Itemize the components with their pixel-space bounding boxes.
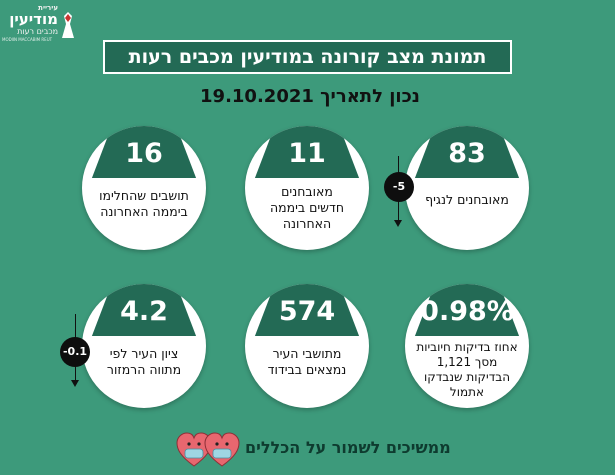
- date-line: נכון לתאריך 19.10.2021: [200, 86, 420, 107]
- stat-cap: [414, 126, 520, 178]
- logo-tiny-text: MODIIN MACCABIM REUT: [2, 37, 53, 42]
- logo-main-text: מודיעין: [9, 10, 58, 28]
- stat-cap: [91, 284, 197, 336]
- stat-label: אחוז בדיקות חיוביות מסך 1,121 הבדיקות שנ…: [416, 340, 518, 399]
- logo-emblem-icon: [62, 12, 74, 38]
- stat-value: 574: [278, 296, 336, 327]
- logo-small-text: עיריית: [38, 4, 58, 12]
- page-title: תמונת מצב קורונה במודיעין מכבים רעות: [103, 40, 512, 74]
- masked-hearts-icon: [176, 432, 240, 467]
- stat-value: 4.2: [120, 296, 168, 327]
- city-logo: עיריית מודיעין מכבים רעות MODIIN MACCABI…: [2, 4, 80, 44]
- stat-card-recovered: 16 תושבים שהחלימו ביממה האחרונה: [82, 126, 206, 250]
- footer-slogan: ממשיכים לשמור על הכללים: [245, 438, 451, 457]
- stat-card-new-diagnosed: 11 מאובחנים חדשים ביממה האחרונה: [245, 126, 369, 250]
- stat-cap: [254, 284, 360, 336]
- stat-label: תושבים שהחלימו ביממה האחרונה: [99, 188, 189, 219]
- stat-label: ציון העיר לפי מתווה הרמזור: [106, 346, 182, 377]
- stat-value: 16: [125, 138, 163, 169]
- logo-sub-text: מכבים רעות: [17, 27, 58, 36]
- stat-value: 0.98%: [420, 296, 514, 327]
- stat-label: מתושבי העיר נמצאים בבידוד: [267, 346, 347, 377]
- stat-value: 83: [448, 138, 486, 169]
- stat-label: מאובחנים לנגיף: [425, 192, 509, 207]
- delta-arrow-head-icon: [71, 380, 79, 387]
- delta-arrow-head-icon: [394, 220, 402, 227]
- stat-value: 11: [288, 138, 326, 169]
- stat-card-traffic-light-score: 4.2 ציון העיר לפי מתווה הרמזור: [82, 284, 206, 408]
- delta-badge-score: -0.1: [60, 337, 90, 367]
- stat-card-positive-rate: 0.98% אחוז בדיקות חיוביות מסך 1,121 הבדי…: [405, 284, 529, 408]
- stat-cap: [414, 284, 520, 336]
- stat-cap: [254, 126, 360, 178]
- stat-label: מאובחנים חדשים ביממה האחרונה: [269, 184, 345, 231]
- delta-badge-diagnosed: -5: [384, 172, 414, 202]
- stat-cap: [91, 126, 197, 178]
- stat-card-diagnosed: 83 מאובחנים לנגיף: [405, 126, 529, 250]
- stat-card-isolation: 574 מתושבי העיר נמצאים בבידוד: [245, 284, 369, 408]
